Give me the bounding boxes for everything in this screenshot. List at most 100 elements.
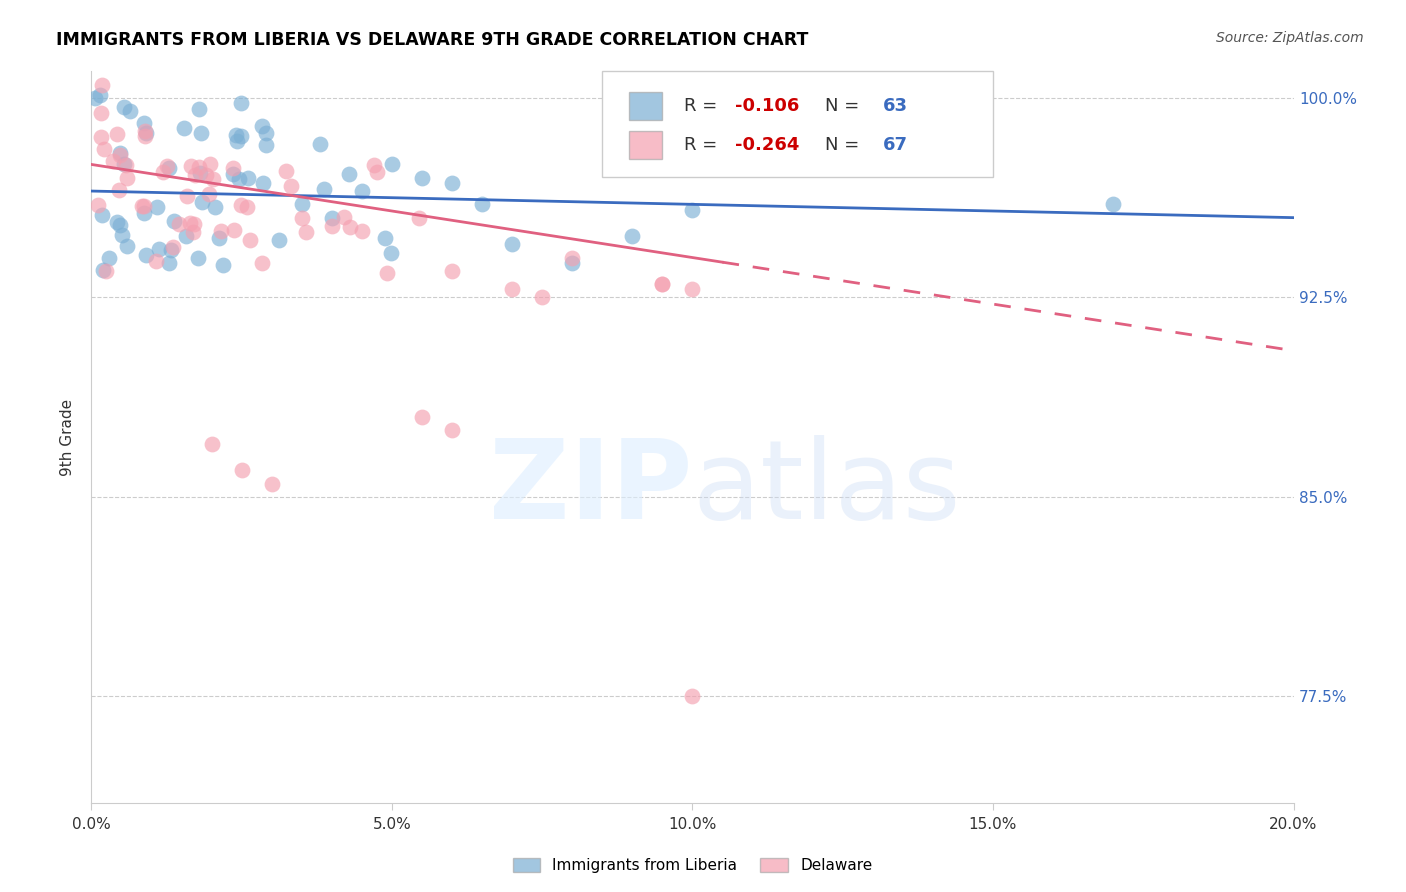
Point: [291, 211, 314, 225]
Point: [112, 157, 135, 171]
Point: [531, 290, 554, 304]
Point: [132, 199, 155, 213]
Point: [561, 251, 583, 265]
Point: [339, 220, 361, 235]
Point: [157, 161, 180, 175]
Point: [252, 119, 274, 133]
Point: [222, 223, 245, 237]
Point: [202, 171, 225, 186]
Point: [380, 246, 402, 260]
Point: [204, 200, 226, 214]
Point: [167, 217, 190, 231]
Point: [89, 87, 111, 102]
Point: [651, 277, 673, 292]
Text: N =: N =: [825, 96, 865, 115]
Point: [159, 243, 181, 257]
Point: [222, 167, 245, 181]
Point: [176, 189, 198, 203]
Point: [117, 238, 139, 252]
Point: [201, 436, 224, 450]
Point: [180, 159, 202, 173]
Y-axis label: 9th Grade: 9th Grade: [60, 399, 76, 475]
Point: [228, 171, 250, 186]
Legend: Immigrants from Liberia, Delaware: Immigrants from Liberia, Delaware: [506, 852, 879, 880]
Point: [321, 211, 343, 225]
Point: [226, 134, 249, 148]
Point: [105, 215, 128, 229]
Text: 63: 63: [883, 96, 907, 115]
Point: [174, 228, 197, 243]
Point: [152, 165, 174, 179]
Point: [111, 228, 134, 243]
Point: [375, 266, 398, 280]
Point: [411, 170, 433, 185]
Point: [239, 233, 262, 247]
Point: [198, 156, 221, 170]
Point: [208, 231, 231, 245]
Point: [471, 197, 494, 211]
Point: [621, 229, 644, 244]
Text: ZIP: ZIP: [489, 434, 692, 541]
Point: [333, 211, 356, 225]
Point: [440, 176, 463, 190]
Bar: [628, 131, 662, 159]
Point: [162, 239, 184, 253]
Point: [156, 159, 179, 173]
Point: [225, 128, 247, 142]
Point: [321, 219, 343, 233]
Point: [93, 142, 115, 156]
Point: [179, 216, 201, 230]
Text: Source: ZipAtlas.com: Source: ZipAtlas.com: [1216, 31, 1364, 45]
Point: [229, 129, 252, 144]
Point: [1102, 197, 1125, 211]
Point: [131, 199, 153, 213]
Point: [366, 165, 388, 179]
Point: [231, 96, 253, 111]
Point: [440, 264, 463, 278]
Point: [135, 248, 157, 262]
Point: [107, 184, 129, 198]
Point: [183, 217, 205, 231]
Point: [162, 214, 184, 228]
Point: [260, 476, 283, 491]
Text: R =: R =: [685, 136, 723, 154]
Point: [108, 145, 131, 160]
Point: [118, 104, 141, 119]
Point: [280, 179, 302, 194]
Point: [651, 277, 673, 292]
Point: [350, 224, 373, 238]
Point: [188, 102, 211, 116]
Point: [440, 424, 463, 438]
Point: [96, 264, 118, 278]
Point: [91, 78, 114, 92]
Point: [91, 263, 114, 277]
Point: [294, 225, 316, 239]
Text: 67: 67: [883, 136, 907, 154]
Point: [198, 187, 221, 202]
Point: [276, 163, 298, 178]
Point: [312, 182, 335, 196]
Point: [408, 211, 430, 226]
Point: [187, 251, 209, 265]
Point: [681, 202, 703, 217]
Point: [501, 283, 523, 297]
Point: [337, 167, 360, 181]
Point: [146, 200, 169, 214]
Point: [250, 256, 273, 270]
Point: [188, 166, 211, 180]
Point: [132, 206, 155, 220]
Text: IMMIGRANTS FROM LIBERIA VS DELAWARE 9TH GRADE CORRELATION CHART: IMMIGRANTS FROM LIBERIA VS DELAWARE 9TH …: [56, 31, 808, 49]
Point: [134, 124, 156, 138]
Point: [184, 168, 207, 182]
Point: [115, 171, 138, 186]
Point: [173, 120, 195, 135]
Point: [501, 237, 523, 252]
Point: [374, 231, 396, 245]
FancyBboxPatch shape: [602, 71, 993, 178]
Point: [212, 258, 235, 272]
Point: [135, 127, 157, 141]
Point: [254, 126, 277, 140]
Text: R =: R =: [685, 96, 723, 115]
Point: [681, 283, 703, 297]
Point: [101, 153, 124, 168]
